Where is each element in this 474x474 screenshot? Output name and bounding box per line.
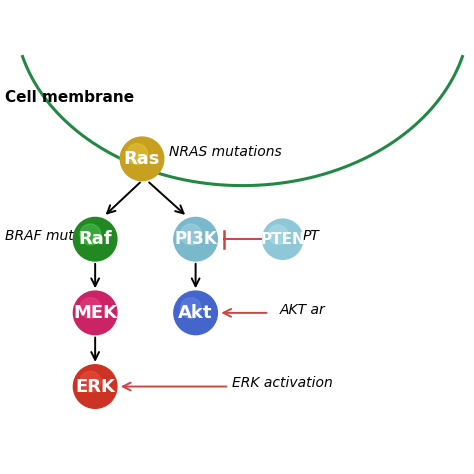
Circle shape: [127, 144, 148, 164]
Circle shape: [80, 371, 101, 392]
Circle shape: [73, 218, 117, 261]
Circle shape: [73, 365, 117, 408]
Text: Raf: Raf: [78, 230, 112, 248]
Text: PTEN: PTEN: [260, 232, 305, 246]
Text: AKT ar: AKT ar: [279, 302, 325, 317]
Text: MEK: MEK: [73, 304, 117, 322]
Text: PI3K: PI3K: [174, 230, 217, 248]
Circle shape: [263, 219, 303, 259]
Text: BRAF mutations: BRAF mutations: [5, 229, 116, 243]
Text: Ras: Ras: [124, 150, 160, 168]
Circle shape: [73, 291, 117, 335]
Text: ERK activation: ERK activation: [232, 376, 333, 390]
Circle shape: [174, 218, 218, 261]
Circle shape: [120, 137, 164, 181]
Circle shape: [181, 298, 201, 319]
Text: NRAS mutations: NRAS mutations: [169, 145, 282, 159]
Circle shape: [181, 224, 201, 245]
Text: PT: PT: [303, 229, 319, 243]
Circle shape: [80, 298, 101, 319]
Circle shape: [174, 291, 218, 335]
Text: ERK: ERK: [75, 377, 115, 395]
Circle shape: [80, 224, 101, 245]
Text: Cell membrane: Cell membrane: [5, 90, 134, 105]
Circle shape: [269, 225, 288, 245]
Text: Akt: Akt: [178, 304, 213, 322]
